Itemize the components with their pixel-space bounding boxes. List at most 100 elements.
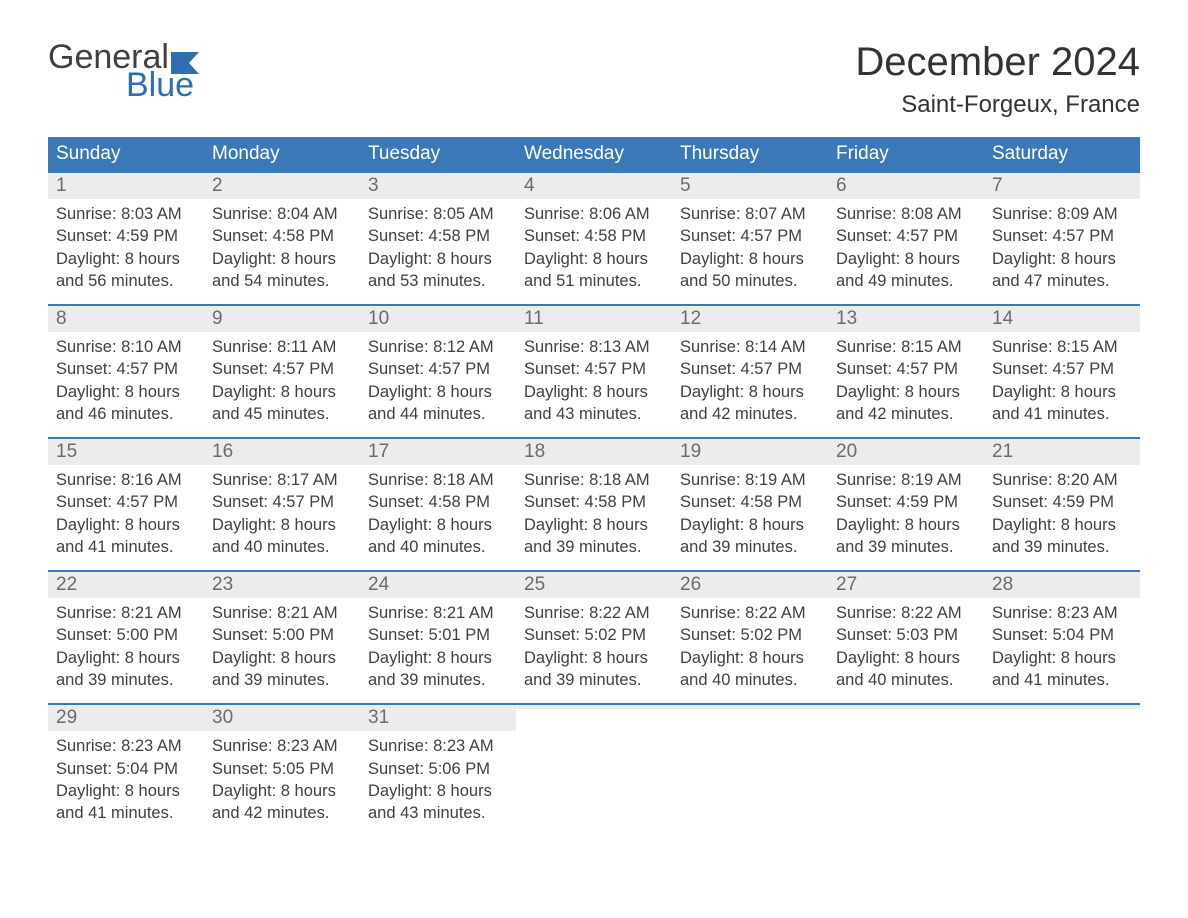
day-sunrise: Sunrise: 8:21 AM bbox=[212, 602, 352, 624]
day-number-row: 23 bbox=[204, 572, 360, 598]
calendar-week: 8Sunrise: 8:10 AMSunset: 4:57 PMDaylight… bbox=[48, 304, 1140, 437]
logo-word2: Blue bbox=[126, 68, 199, 102]
day-sunrise: Sunrise: 8:06 AM bbox=[524, 203, 664, 225]
weekday-header: Wednesday bbox=[516, 137, 672, 171]
day-sunrise: Sunrise: 8:17 AM bbox=[212, 469, 352, 491]
day-sunrise: Sunrise: 8:23 AM bbox=[212, 735, 352, 757]
day-number: 22 bbox=[56, 574, 77, 595]
day-number: 9 bbox=[212, 308, 223, 329]
day-number: 19 bbox=[680, 441, 701, 462]
day-day1: Daylight: 8 hours bbox=[836, 647, 976, 669]
day-sunset: Sunset: 4:59 PM bbox=[992, 491, 1132, 513]
calendar-day bbox=[516, 705, 672, 836]
day-sunset: Sunset: 4:57 PM bbox=[680, 225, 820, 247]
day-day2: and 49 minutes. bbox=[836, 270, 976, 292]
calendar-day bbox=[672, 705, 828, 836]
calendar: Sunday Monday Tuesday Wednesday Thursday… bbox=[48, 137, 1140, 836]
day-sunset: Sunset: 4:57 PM bbox=[524, 358, 664, 380]
day-day2: and 45 minutes. bbox=[212, 403, 352, 425]
day-number: 27 bbox=[836, 574, 857, 595]
day-sunset: Sunset: 4:57 PM bbox=[212, 491, 352, 513]
day-sunrise: Sunrise: 8:12 AM bbox=[368, 336, 508, 358]
calendar-day: 24Sunrise: 8:21 AMSunset: 5:01 PMDayligh… bbox=[360, 572, 516, 703]
day-sunrise: Sunrise: 8:19 AM bbox=[680, 469, 820, 491]
day-sunset: Sunset: 5:04 PM bbox=[992, 624, 1132, 646]
day-day1: Daylight: 8 hours bbox=[524, 514, 664, 536]
weekday-header: Tuesday bbox=[360, 137, 516, 171]
calendar-day: 21Sunrise: 8:20 AMSunset: 4:59 PMDayligh… bbox=[984, 439, 1140, 570]
calendar-day: 10Sunrise: 8:12 AMSunset: 4:57 PMDayligh… bbox=[360, 306, 516, 437]
calendar-day bbox=[984, 705, 1140, 836]
day-day1: Daylight: 8 hours bbox=[680, 381, 820, 403]
calendar-day: 25Sunrise: 8:22 AMSunset: 5:02 PMDayligh… bbox=[516, 572, 672, 703]
day-day1: Daylight: 8 hours bbox=[524, 381, 664, 403]
day-sunrise: Sunrise: 8:22 AM bbox=[524, 602, 664, 624]
calendar-day: 5Sunrise: 8:07 AMSunset: 4:57 PMDaylight… bbox=[672, 173, 828, 304]
day-day1: Daylight: 8 hours bbox=[680, 248, 820, 270]
day-number: 25 bbox=[524, 574, 545, 595]
day-number-row: 29 bbox=[48, 705, 204, 731]
calendar-week: 22 Sunrise: 8:21 AMSunset: 5:00 PM Dayligh… bbox=[48, 570, 1140, 703]
day-number-row bbox=[516, 705, 672, 709]
day-day1: Daylight: 8 hours bbox=[56, 248, 196, 270]
day-day1: Daylight: 8 hours bbox=[680, 647, 820, 669]
day-sunset: Sunset: 5:01 PM bbox=[368, 624, 508, 646]
header: General Blue December 2024 Saint-Forgeux… bbox=[48, 40, 1140, 119]
day-day2: and 39 minutes. bbox=[680, 536, 820, 558]
day-sunrise: Sunrise: 8:20 AM bbox=[992, 469, 1132, 491]
day-day2: and 41 minutes. bbox=[992, 403, 1132, 425]
day-sunrise: Sunrise: 8:23 AM bbox=[368, 735, 508, 757]
day-day2: and 56 minutes. bbox=[56, 270, 196, 292]
day-number: 31 bbox=[368, 707, 389, 728]
calendar-day: 8Sunrise: 8:10 AMSunset: 4:57 PMDaylight… bbox=[48, 306, 204, 437]
day-day2: and 39 minutes. bbox=[524, 536, 664, 558]
day-day2: and 41 minutes. bbox=[56, 536, 196, 558]
day-number: 16 bbox=[212, 441, 233, 462]
day-day1: Daylight: 8 hours bbox=[212, 248, 352, 270]
day-day2: and 46 minutes. bbox=[56, 403, 196, 425]
day-day1: Daylight: 8 hours bbox=[212, 780, 352, 802]
calendar-day: 7Sunrise: 8:09 AMSunset: 4:57 PMDaylight… bbox=[984, 173, 1140, 304]
calendar-day: 30Sunrise: 8:23 AMSunset: 5:05 PMDayligh… bbox=[204, 705, 360, 836]
day-sunset: Sunset: 5:00 PM bbox=[212, 624, 352, 646]
weekday-header: Thursday bbox=[672, 137, 828, 171]
day-number-row: 27 bbox=[828, 572, 984, 598]
day-sunrise: Sunrise: 8:18 AM bbox=[524, 469, 664, 491]
day-sunset: Sunset: 4:57 PM bbox=[368, 358, 508, 380]
day-number-row: 18 bbox=[516, 439, 672, 465]
day-day2: and 39 minutes. bbox=[992, 536, 1132, 558]
day-number: 8 bbox=[56, 308, 67, 329]
calendar-day: 23Sunrise: 8:21 AMSunset: 5:00 PMDayligh… bbox=[204, 572, 360, 703]
calendar-day: 13Sunrise: 8:15 AMSunset: 4:57 PMDayligh… bbox=[828, 306, 984, 437]
day-number: 11 bbox=[524, 308, 544, 329]
calendar-day: 19Sunrise: 8:19 AMSunset: 4:58 PMDayligh… bbox=[672, 439, 828, 570]
day-number-row: 25 bbox=[516, 572, 672, 598]
day-day1: Daylight: 8 hours bbox=[56, 647, 196, 669]
day-day1: Daylight: 8 hours bbox=[368, 514, 508, 536]
day-sunset: Sunset: 4:57 PM bbox=[212, 358, 352, 380]
day-day1: Daylight: 8 hours bbox=[836, 514, 976, 536]
day-day2: and 54 minutes. bbox=[212, 270, 352, 292]
day-sunset: Sunset: 4:58 PM bbox=[368, 225, 508, 247]
day-sunrise: Sunrise: 8:18 AM bbox=[368, 469, 508, 491]
day-number: 2 bbox=[212, 175, 223, 196]
day-sunrise: Sunrise: 8:09 AM bbox=[992, 203, 1132, 225]
day-number-row: 21 bbox=[984, 439, 1140, 465]
day-day1: Daylight: 8 hours bbox=[56, 514, 196, 536]
day-number: 18 bbox=[524, 441, 545, 462]
day-sunrise: Sunrise: 8:22 AM bbox=[680, 602, 820, 624]
day-number: 20 bbox=[836, 441, 857, 462]
day-number: 6 bbox=[836, 175, 847, 196]
day-number-row: 16 bbox=[204, 439, 360, 465]
day-day2: and 39 minutes. bbox=[836, 536, 976, 558]
day-sunrise: Sunrise: 8:04 AM bbox=[212, 203, 352, 225]
day-number-row: 17 bbox=[360, 439, 516, 465]
day-sunrise: Sunrise: 8:19 AM bbox=[836, 469, 976, 491]
day-day2: and 39 minutes. bbox=[212, 669, 352, 691]
day-number: 4 bbox=[524, 175, 535, 196]
day-sunrise: Sunrise: 8:16 AM bbox=[56, 469, 196, 491]
day-sunset: Sunset: 4:58 PM bbox=[212, 225, 352, 247]
day-day1: Daylight: 8 hours bbox=[992, 381, 1132, 403]
day-sunset: Sunset: 5:02 PM bbox=[680, 624, 820, 646]
day-day2: and 51 minutes. bbox=[524, 270, 664, 292]
